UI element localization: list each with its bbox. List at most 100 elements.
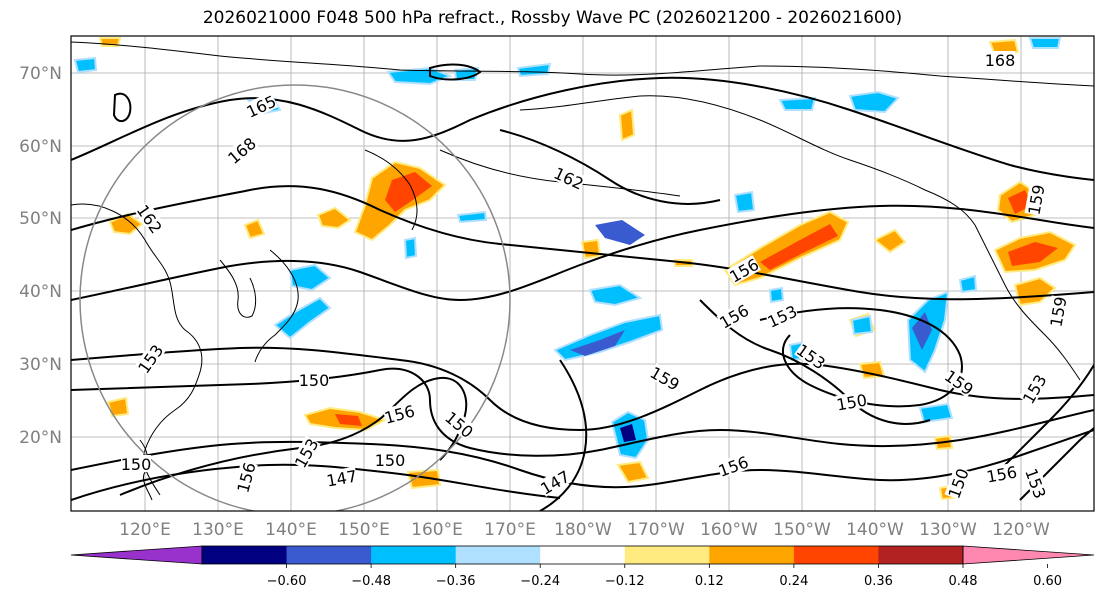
reference-circle [79, 84, 511, 511]
map-background [71, 36, 1094, 511]
contour-label-background [224, 133, 259, 167]
contour-label: 150 [121, 455, 152, 474]
longitude-label: 150°E [338, 520, 390, 540]
contour-line [699, 299, 931, 425]
negative-anomaly-patch [768, 286, 785, 304]
contour-label-background [764, 301, 800, 330]
coastline-kamchatka [364, 149, 418, 231]
contour-label-background [233, 460, 258, 495]
contour-label-background [442, 407, 477, 441]
colorbar-tick-label: −0.24 [520, 574, 560, 589]
longitude-label: 140°E [265, 520, 317, 540]
latitude-labels: 70°N 60°N 50°N 40°N 30°N 20°N [19, 64, 62, 448]
longitude-label: 130°W [919, 520, 977, 540]
contour-label-background [134, 201, 166, 236]
coastline-alaska [519, 95, 976, 226]
positive-anomaly-patch [1008, 242, 1058, 266]
colorbar-segment [455, 546, 541, 564]
longitude-label: 160°E [411, 520, 463, 540]
contour-line [112, 92, 132, 123]
contour-label-background [325, 466, 358, 489]
positive-anomaly-patch [385, 172, 432, 212]
negative-anomaly-patch [516, 62, 552, 78]
contour-label-background [648, 362, 683, 393]
longitude-label: 130°E [192, 520, 244, 540]
contour-label: 168 [985, 51, 1016, 70]
map-title: 2026021000 F048 500 hPa refract., Rossby… [202, 8, 903, 28]
contour-label-background [1018, 371, 1049, 406]
negative-anomaly-patch [588, 283, 643, 307]
colorbar-tick-label: 0.24 [779, 574, 808, 589]
colorbar-tick-label: 0.48 [949, 574, 978, 589]
contour-label-background [716, 452, 751, 479]
colorbar-segment [878, 546, 964, 564]
contour-line [71, 367, 1094, 457]
negative-anomaly-patch [273, 296, 332, 340]
contour-label-background [1046, 295, 1069, 328]
contour-label-background [1024, 183, 1047, 216]
positive-anomaly-patch [243, 218, 266, 240]
colorbar-tick-label: −0.12 [605, 574, 645, 589]
coastline-korea [219, 259, 257, 318]
colorbar-tick-label: −0.60 [267, 574, 307, 589]
contour-line [71, 185, 1094, 301]
longitude-label: 150°W [773, 520, 831, 540]
colorbar-tick-label: −0.36 [436, 574, 476, 589]
colorbar-segment [286, 546, 372, 564]
negative-anomaly-patch [1028, 37, 1062, 49]
negative-anomaly-patch [918, 402, 954, 424]
negative-anomaly-patch [620, 424, 636, 442]
latitude-label: 50°N [19, 209, 62, 229]
contour-label-background [537, 466, 572, 497]
contour-line [71, 463, 561, 501]
contour-label-background [985, 462, 1018, 485]
contour-label-background [716, 300, 751, 331]
latitude-label: 30°N [19, 355, 62, 375]
positive-anomaly-patch [316, 206, 352, 230]
longitude-label: 140°W [846, 520, 904, 540]
positive-anomaly-patch [106, 396, 130, 418]
contour-label-background [835, 390, 868, 413]
contour-line [71, 76, 1094, 181]
negative-anomaly-patch [958, 274, 978, 294]
colorbar-tick-label: 0.60 [1033, 574, 1062, 589]
negative-anomaly-patch [73, 56, 98, 74]
positive-anomaly-patch [760, 224, 838, 270]
latitude-label: 40°N [19, 282, 62, 302]
longitude-labels: 120°E 130°E 140°E 150°E 160°E 170°E 180°W 170°W… [119, 520, 1050, 540]
negative-anomaly-patch [386, 66, 453, 86]
longitude-label: 120°E [119, 520, 171, 540]
negative-anomaly-patch [850, 314, 874, 336]
negative-anomaly-patch [456, 210, 488, 224]
colorbar-extend-min [70, 545, 203, 565]
negative-anomaly-patch [733, 190, 756, 214]
colorbar-segment [709, 546, 795, 564]
coastlines [71, 41, 1094, 501]
contour-label-background [290, 435, 321, 470]
colorbar-segment [793, 546, 879, 564]
gridlines [71, 36, 1094, 511]
colorbar-segment [371, 546, 457, 564]
longitude-label: 120°W [992, 520, 1050, 540]
contour-label-background [382, 401, 417, 426]
map-border [70, 35, 1095, 512]
negative-anomaly-patch [595, 220, 645, 245]
longitude-label: 170°E [484, 520, 536, 540]
colorbar-outline [201, 545, 964, 565]
coastline-north-america [974, 224, 1081, 381]
latitude-label: 20°N [19, 428, 62, 448]
coastline-asia [71, 203, 203, 496]
contour-line [71, 204, 1094, 302]
longitude-label: 180°W [554, 520, 612, 540]
contour-label: 150 [375, 451, 406, 470]
negative-anomaly-patch [288, 263, 332, 292]
positive-anomaly-patch [580, 238, 602, 260]
negative-anomaly-patch [570, 330, 625, 356]
contour-line [539, 359, 588, 511]
colorbar-tick-label: 0.36 [864, 574, 893, 589]
longitude-label: 160°W [700, 520, 758, 540]
contour-label-background [551, 163, 587, 192]
contour-line [71, 346, 1094, 432]
contour-label-background [299, 371, 329, 388]
